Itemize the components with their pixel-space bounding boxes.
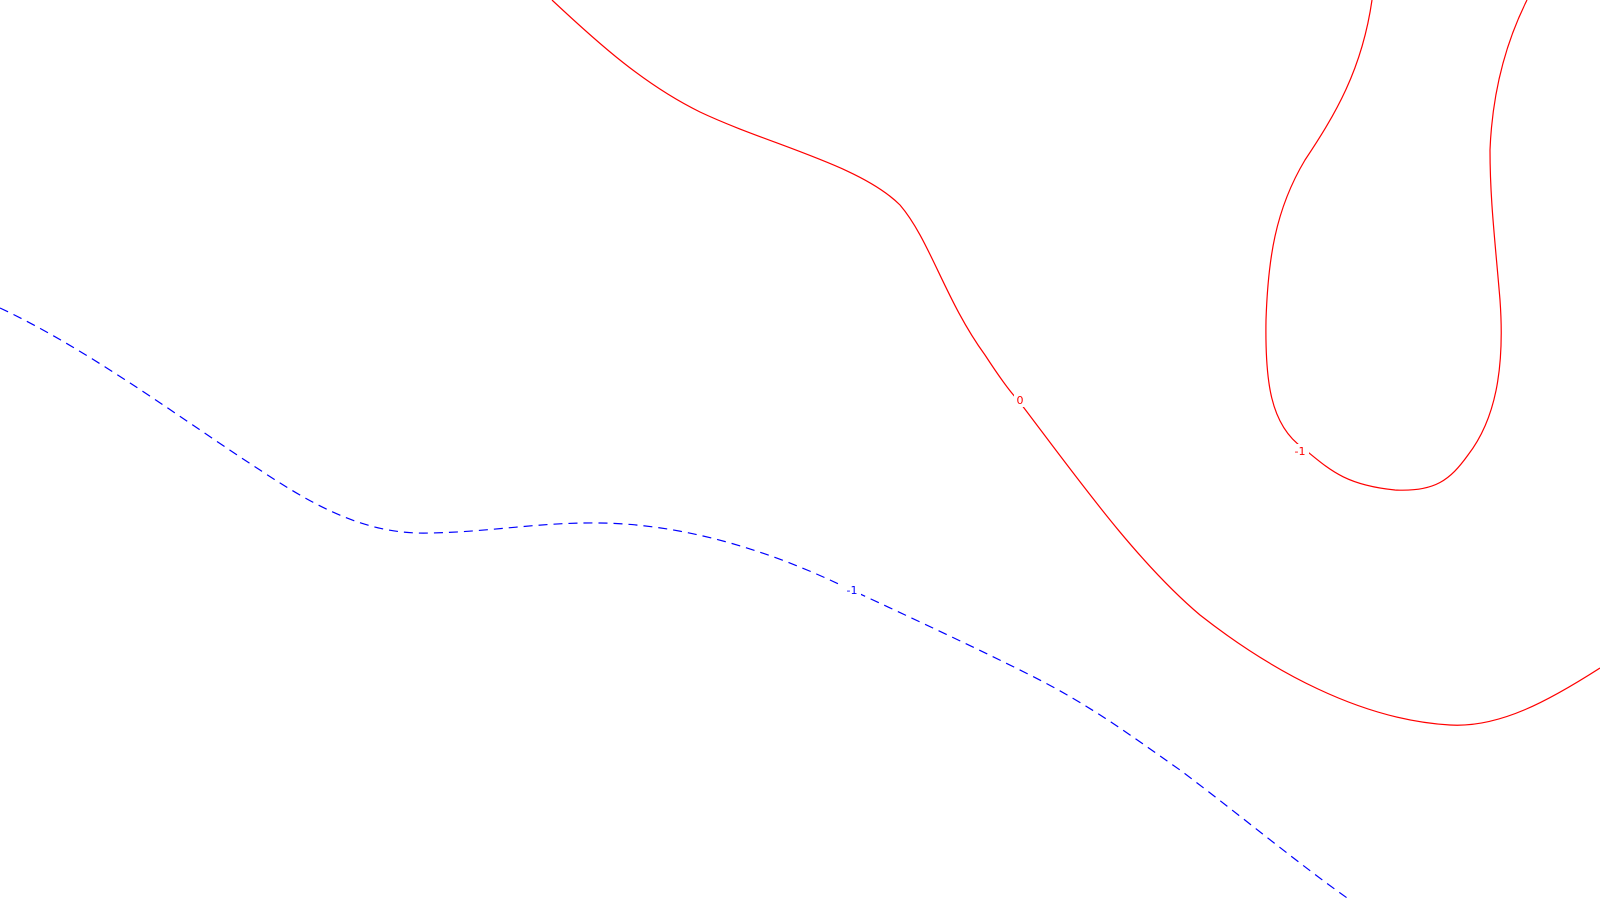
contour-loop-neg-one	[1265, 0, 1528, 491]
contour-label-group-zero: 0	[1014, 393, 1026, 407]
contour-label-group-dashed: -1	[843, 583, 861, 597]
contour-label-zero: 0	[1017, 394, 1024, 407]
label-backing	[1291, 444, 1309, 458]
contour-label-neg-one-loop: -1	[1295, 445, 1306, 458]
contour-line-dashed	[0, 307, 1351, 900]
contour-line-zero	[551, 0, 1600, 726]
contour-label-dashed: -1	[847, 584, 858, 597]
label-backing	[843, 583, 861, 597]
contour-label-group-loop: -1	[1291, 444, 1309, 458]
label-backing	[1014, 393, 1026, 407]
